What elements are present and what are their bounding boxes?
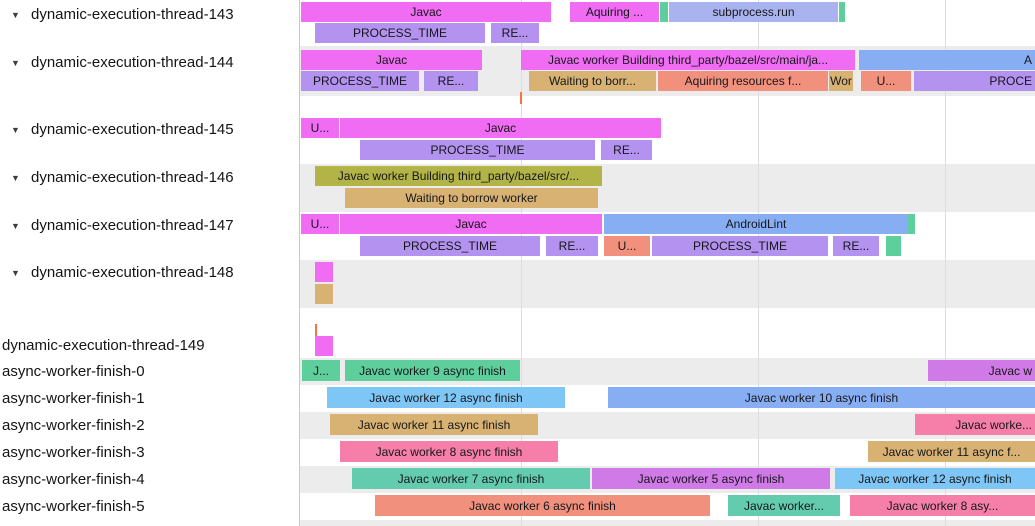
- trace-slice[interactable]: RE...: [424, 71, 478, 91]
- trace-slice[interactable]: [660, 2, 668, 22]
- trace-slice[interactable]: U...: [861, 71, 911, 91]
- trace-slice[interactable]: U...: [301, 214, 339, 234]
- collapse-arrow-icon[interactable]: ▼: [11, 267, 20, 278]
- row-background: [300, 520, 1035, 526]
- track-label-row[interactable]: ▼ dynamic-execution-thread-148: [2, 264, 234, 281]
- track-name: dynamic-execution-thread-144: [31, 54, 234, 71]
- track-label-row[interactable]: ▼ dynamic-execution-thread-143: [2, 6, 234, 23]
- trace-slice[interactable]: Javac worker 11 async f...: [868, 441, 1035, 462]
- row-background: [300, 308, 1035, 358]
- track-label-row[interactable]: async-worker-finish-0: [2, 363, 145, 380]
- collapse-arrow-icon[interactable]: ▼: [11, 57, 20, 68]
- trace-slice[interactable]: Javac: [301, 2, 551, 22]
- trace-slice[interactable]: PROCESS_TIME: [652, 236, 828, 256]
- collapse-arrow-icon[interactable]: ▼: [11, 172, 20, 183]
- track-label-row[interactable]: ▼ dynamic-execution-thread-146: [2, 169, 234, 186]
- trace-slice[interactable]: U...: [301, 118, 339, 138]
- track-label-row[interactable]: ▼ dynamic-execution-thread-145: [2, 121, 234, 138]
- trace-slice[interactable]: Javac: [340, 214, 602, 234]
- track-name: async-worker-finish-3: [2, 444, 145, 461]
- collapse-arrow-icon[interactable]: ▼: [11, 220, 20, 231]
- trace-slice[interactable]: PROCESS_TIME: [360, 140, 595, 160]
- trace-slice[interactable]: Javac: [301, 50, 482, 70]
- trace-slice[interactable]: Javac worker 7 async finish: [352, 468, 590, 489]
- collapse-arrow-icon[interactable]: ▼: [11, 124, 20, 135]
- trace-slice[interactable]: Javac worker Building third_party/bazel/…: [315, 166, 602, 186]
- track-name: dynamic-execution-thread-143: [31, 6, 234, 23]
- track-label-row[interactable]: async-worker-finish-4: [2, 471, 145, 488]
- trace-slice[interactable]: [839, 2, 845, 22]
- trace-slice[interactable]: Javac worker Building third_party/bazel/…: [521, 50, 855, 70]
- track-name: dynamic-execution-thread-146: [31, 169, 234, 186]
- trace-slice[interactable]: J...: [302, 360, 340, 381]
- trace-slice[interactable]: RE...: [491, 23, 539, 43]
- track-label-row[interactable]: async-worker-finish-5: [2, 498, 145, 515]
- track-name: async-worker-finish-4: [2, 471, 145, 488]
- trace-slice[interactable]: [908, 214, 915, 234]
- trace-slice[interactable]: Javac worker 5 async finish: [592, 468, 830, 489]
- gridline: [758, 0, 759, 526]
- track-name: async-worker-finish-1: [2, 390, 145, 407]
- track-name: dynamic-execution-thread-148: [31, 264, 234, 281]
- trace-slice[interactable]: U...: [604, 236, 650, 256]
- trace-slice[interactable]: RE...: [601, 140, 652, 160]
- trace-slice[interactable]: PROCE: [914, 71, 1035, 91]
- gridline: [521, 0, 522, 526]
- track-label-row[interactable]: ▼ dynamic-execution-thread-144: [2, 54, 234, 71]
- track-name-panel: ▼ dynamic-execution-thread-143 ▼ dynamic-ex…: [0, 0, 300, 526]
- trace-slice[interactable]: Wor: [829, 71, 853, 91]
- trace-slice[interactable]: [886, 236, 901, 256]
- trace-slice[interactable]: [315, 284, 333, 304]
- trace-slice[interactable]: Javac: [340, 118, 661, 138]
- trace-slice[interactable]: Javac worker 10 async finish: [608, 387, 1035, 408]
- trace-slice[interactable]: Waiting to borrow worker: [345, 188, 598, 208]
- trace-slice[interactable]: Javac worke...: [915, 414, 1035, 435]
- instant-marker[interactable]: [520, 92, 522, 104]
- row-background: [300, 260, 1035, 308]
- collapse-arrow-icon[interactable]: ▼: [11, 9, 20, 20]
- trace-slice[interactable]: RE...: [833, 236, 879, 256]
- track-name: dynamic-execution-thread-145: [31, 121, 234, 138]
- trace-slice[interactable]: PROCESS_TIME: [360, 236, 540, 256]
- trace-slice[interactable]: [315, 336, 333, 356]
- track-label-row[interactable]: async-worker-finish-3: [2, 444, 145, 461]
- trace-slice[interactable]: Javac worker 12 async finish: [327, 387, 565, 408]
- trace-slice[interactable]: Javac worker 8 async finish: [340, 441, 558, 462]
- trace-slice[interactable]: subprocess.run: [669, 2, 838, 22]
- instant-marker[interactable]: [315, 324, 317, 336]
- track-name: async-worker-finish-5: [2, 498, 145, 515]
- track-label-row[interactable]: ▼ dynamic-execution-thread-147: [2, 217, 234, 234]
- track-label-row[interactable]: async-worker-finish-2: [2, 417, 145, 434]
- trace-slice[interactable]: Javac worker 8 asy...: [850, 495, 1035, 516]
- trace-slice[interactable]: RE...: [546, 236, 598, 256]
- trace-slice[interactable]: Javac worker 11 async finish: [330, 414, 538, 435]
- trace-slice[interactable]: [315, 262, 333, 282]
- trace-slice[interactable]: Javac w: [928, 360, 1035, 381]
- trace-slice[interactable]: Javac worker...: [728, 495, 840, 516]
- trace-slice[interactable]: AndroidLint: [604, 214, 908, 234]
- track-name: dynamic-execution-thread-149: [2, 337, 205, 354]
- trace-slice[interactable]: Javac worker 12 async finish: [835, 468, 1035, 489]
- track-label-row[interactable]: async-worker-finish-1: [2, 390, 145, 407]
- gridline: [945, 0, 946, 526]
- trace-slice[interactable]: Aquiring resources f...: [658, 71, 828, 91]
- track-name: async-worker-finish-0: [2, 363, 145, 380]
- trace-slice[interactable]: PROCESS_TIME: [315, 23, 485, 43]
- trace-slice[interactable]: Aquiring ...: [570, 2, 659, 22]
- trace-slice[interactable]: Javac worker 6 async finish: [375, 495, 710, 516]
- track-label-row[interactable]: dynamic-execution-thread-149: [2, 337, 205, 354]
- trace-slice[interactable]: PROCESS_TIME: [301, 71, 419, 91]
- trace-slice[interactable]: Javac worker 9 async finish: [345, 360, 520, 381]
- track-name: async-worker-finish-2: [2, 417, 145, 434]
- track-name: dynamic-execution-thread-147: [31, 217, 234, 234]
- trace-slice[interactable]: Waiting to borr...: [529, 71, 656, 91]
- trace-slice[interactable]: A: [859, 50, 1035, 70]
